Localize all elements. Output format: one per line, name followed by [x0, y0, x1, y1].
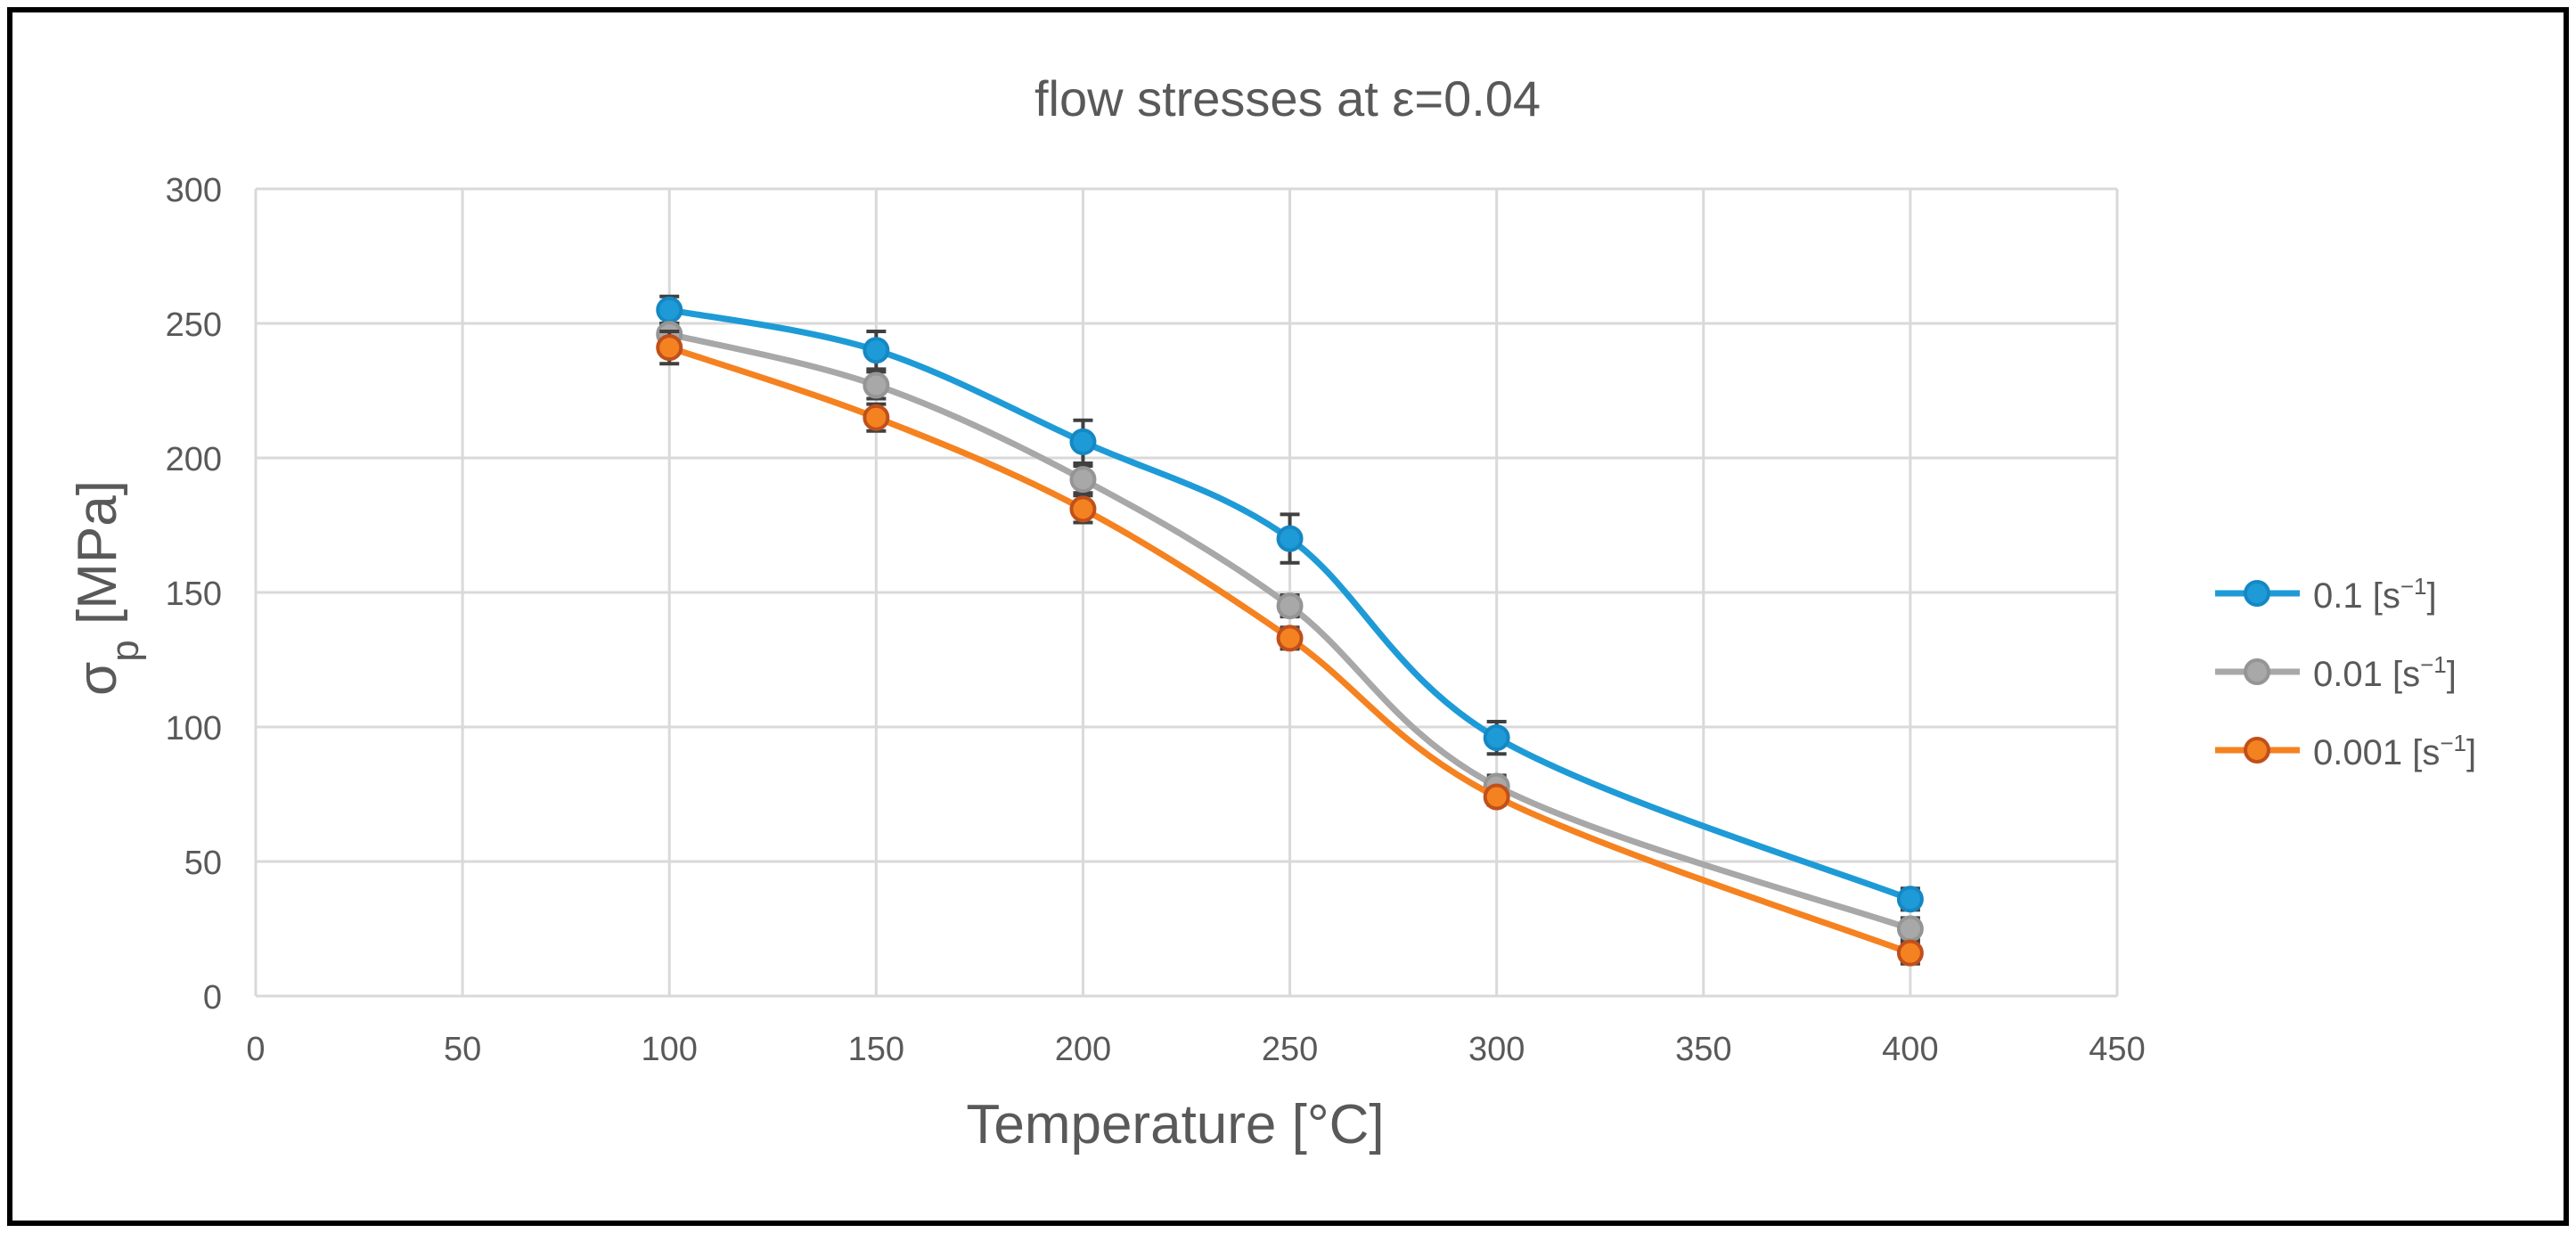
x-tick-label: 0	[246, 1031, 265, 1068]
y-axis-title: σp [MPa]	[67, 480, 147, 696]
series-2	[656, 330, 1924, 967]
data-point	[863, 404, 890, 431]
legend-marker	[2244, 580, 2270, 607]
chart-title: flow stresses at ε=0.04	[1034, 70, 1541, 127]
legend-label: 0.1 [s−1]	[2313, 573, 2437, 616]
x-tick-label: 150	[848, 1031, 904, 1068]
data-point	[1896, 886, 1924, 913]
data-point	[1276, 592, 1304, 620]
y-tick-label: 300	[166, 172, 222, 209]
x-tick-label: 300	[1468, 1031, 1525, 1068]
x-tick-label: 50	[444, 1031, 481, 1068]
legend-marker	[2244, 658, 2270, 685]
legend-item-0: 0.1 [s−1]	[2215, 573, 2437, 616]
x-tick-label: 100	[642, 1031, 698, 1068]
series-layer	[656, 294, 1924, 967]
data-point	[1276, 525, 1304, 552]
data-point	[1896, 915, 1924, 943]
data-point	[1483, 783, 1510, 811]
x-tick-label: 350	[1675, 1031, 1731, 1068]
y-axis-title-unit: [MPa]	[67, 480, 128, 640]
x-axis-title: Temperature [°C]	[966, 1094, 1384, 1155]
data-point	[1069, 428, 1097, 455]
series-0	[656, 294, 1924, 913]
legend: 0.1 [s−1] 0.01 [s−1] 0.001 [s−1]	[2215, 573, 2476, 772]
y-axis-title-subscript: p	[103, 640, 147, 661]
data-point	[1069, 495, 1097, 523]
legend-label: 0.01 [s−1]	[2313, 651, 2457, 694]
y-tick-label: 200	[166, 441, 222, 478]
y-tick-label: 150	[166, 576, 222, 613]
x-tick-label: 200	[1055, 1031, 1111, 1068]
y-tick-label: 0	[203, 979, 222, 1017]
data-point	[1069, 466, 1097, 494]
data-point	[863, 337, 890, 364]
y-tick-label: 100	[166, 710, 222, 747]
data-point	[863, 372, 890, 399]
axis-layer: 0 50 100 150 200 250 300 350 400 450 0 50 100 150 200 2…	[166, 172, 2146, 1068]
grid-layer	[254, 187, 2119, 998]
data-point	[656, 296, 683, 323]
y-tick-label: 50	[184, 845, 222, 882]
data-point	[1483, 724, 1510, 752]
legend-label: 0.001 [s−1]	[2313, 730, 2476, 772]
data-point	[1276, 625, 1304, 652]
legend-marker	[2244, 737, 2270, 763]
y-tick-label: 250	[166, 306, 222, 344]
x-tick-label: 450	[2089, 1031, 2145, 1068]
data-point	[656, 334, 683, 362]
y-axis-title-symbol: σ	[67, 662, 128, 696]
data-point	[1896, 939, 1924, 967]
x-tick-label: 250	[1262, 1031, 1318, 1068]
legend-item-1: 0.01 [s−1]	[2215, 651, 2457, 694]
legend-item-2: 0.001 [s−1]	[2215, 730, 2476, 772]
x-tick-label: 400	[1882, 1031, 1938, 1068]
